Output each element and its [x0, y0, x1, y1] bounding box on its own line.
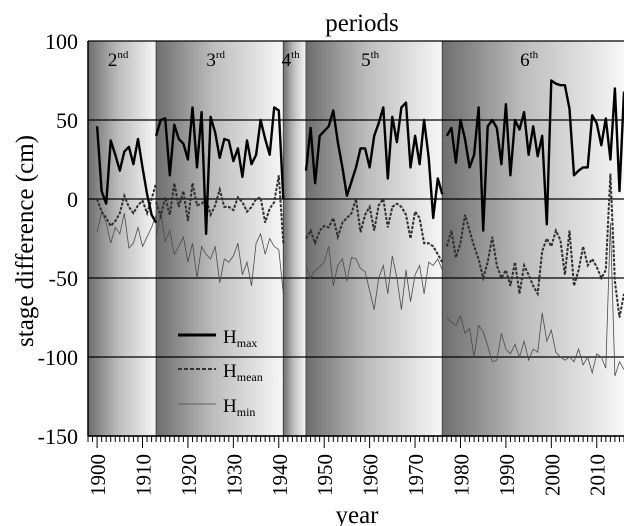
x-tick-label-11: 2010 [586, 454, 610, 496]
legend-item-hmean: Hmean [178, 361, 263, 384]
legend-label-hmean: Hmean [223, 361, 263, 384]
legend-label-hmin: Hmin [223, 396, 255, 419]
series-hmean-line-3 [445, 173, 624, 318]
period-band-1 [156, 41, 284, 436]
period-band-3 [306, 41, 443, 436]
y-tick-label-3: -50 [49, 266, 78, 291]
plot-area: 2nd 3rd 4th 5th 6th 100 50 0 -50 -100 -150 1900 1910… [38, 29, 624, 496]
series-hmean-line-0 [96, 182, 158, 228]
x-tick-label-5: 1950 [313, 454, 337, 496]
x-tick-label-4: 1940 [268, 454, 292, 496]
series-hmax-line-2 [304, 101, 444, 220]
y-tick-label-2: 0 [67, 187, 78, 212]
period-band-2 [283, 41, 307, 436]
x-tick-label-9: 1990 [495, 454, 519, 496]
series-hmax-line-0 [95, 126, 158, 224]
series-hmean-line-1 [155, 175, 285, 244]
legend: Hmax Hmean Hmin [178, 327, 263, 419]
series-hmax-line-1 [154, 106, 285, 236]
series-hmax-line-3 [445, 79, 624, 232]
series-hmin-line-1 [155, 211, 284, 294]
x-tick-label-8: 1980 [449, 454, 473, 496]
chart-title: periods [325, 10, 399, 37]
y-tick-label-5: -150 [38, 424, 78, 449]
x-tick-label-1: 1910 [132, 454, 156, 496]
x-tick-label-10: 2000 [540, 454, 564, 496]
legend-item-hmax: Hmax [178, 327, 257, 350]
y-tick-label-0: 100 [45, 29, 78, 54]
legend-label-hmax: Hmax [223, 327, 257, 350]
series-hmin-line-0 [96, 210, 157, 249]
series-hmin-line-3 [446, 222, 624, 377]
series-hmin-line-2 [305, 246, 443, 310]
legend-item-hmin: Hmin [178, 396, 255, 419]
x-axis-label: year [335, 502, 379, 526]
y-tick-label-1: 50 [56, 108, 78, 133]
y-tick-label-4: -100 [38, 345, 78, 370]
x-tick-label-6: 1960 [359, 454, 383, 496]
period-band-4 [442, 41, 624, 436]
period-label-2: 4th [282, 49, 301, 71]
period-band-0 [88, 41, 157, 436]
period-label-3: 5th [361, 49, 380, 71]
y-axis-label: stage difference (cm) [12, 135, 39, 347]
x-tick-label-3: 1930 [222, 454, 246, 496]
period-label-4: 6th [520, 49, 539, 71]
period-label-1: 3rd [206, 49, 225, 71]
x-tick-label-7: 1970 [404, 454, 428, 496]
x-tick-label-2: 1920 [177, 454, 201, 496]
x-tick-label-0: 1900 [86, 454, 110, 496]
period-label-0: 2nd [108, 49, 129, 71]
series-hmean-line-2 [305, 196, 444, 263]
